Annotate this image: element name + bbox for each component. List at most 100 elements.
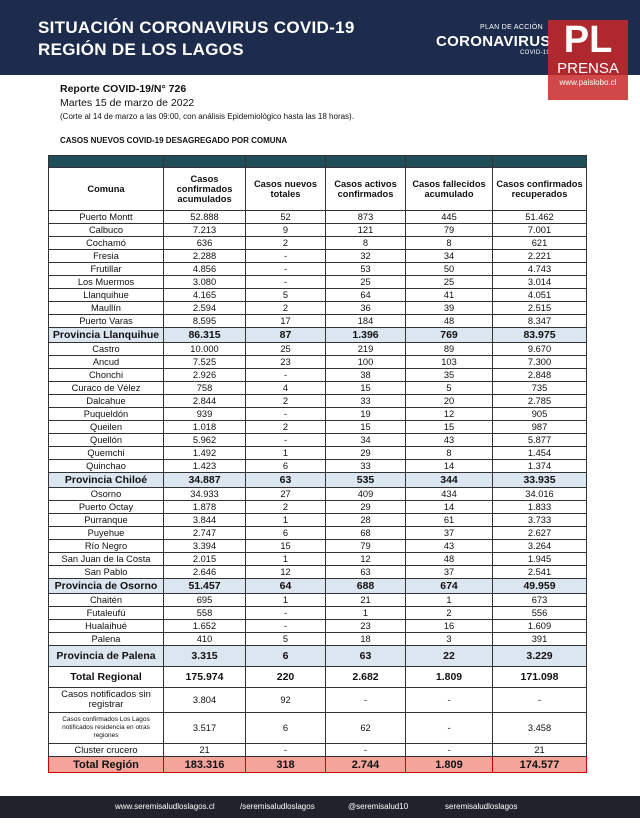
cell: 2 xyxy=(245,500,326,514)
cell: - xyxy=(405,743,493,757)
cell: 1.423 xyxy=(163,459,246,473)
cell: 1.018 xyxy=(163,420,246,434)
cell: 2.848 xyxy=(492,368,587,382)
cell: 556 xyxy=(492,606,587,620)
cell: 7.300 xyxy=(492,355,587,369)
data-row: Ancud 7.525 23 100 103 7.300 xyxy=(48,355,587,369)
cell: 434 xyxy=(405,487,493,501)
cell: 4 xyxy=(245,381,326,395)
cell: 8 xyxy=(325,236,406,250)
report-date: Martes 15 de marzo de 2022 xyxy=(60,97,195,109)
cell: 87 xyxy=(245,327,326,343)
cell: 34.887 xyxy=(163,472,246,488)
cell: Purranque xyxy=(48,513,164,527)
cell: Llanquihue xyxy=(48,288,164,302)
cell: 7.525 xyxy=(163,355,246,369)
cell: 688 xyxy=(325,578,406,594)
cell: 103 xyxy=(405,355,493,369)
cell: 695 xyxy=(163,593,246,607)
cell: Hualaihué xyxy=(48,619,164,633)
cell: - xyxy=(245,606,326,620)
data-row: Puerto Octay 1.878 2 29 14 1.833 xyxy=(48,500,587,514)
cell: 21 xyxy=(163,743,246,757)
cell: Quellón xyxy=(48,433,164,447)
cell: 2.844 xyxy=(163,394,246,408)
data-row: Chonchi 2.926-38 35 2.848 xyxy=(48,368,587,382)
cell: 1.609 xyxy=(492,619,587,633)
cell: 52 xyxy=(245,210,326,224)
cell: 1.878 xyxy=(163,500,246,514)
subtitle: REGIÓN DE LOS LAGOS xyxy=(38,40,244,59)
cell: 318 xyxy=(245,756,326,773)
cell xyxy=(405,155,493,168)
cell: 410 xyxy=(163,632,246,646)
cell: 1.454 xyxy=(492,446,587,460)
wm-name: PRENSA xyxy=(557,60,619,77)
cell: 2.288 xyxy=(163,249,246,263)
cell: Puqueldón xyxy=(48,407,164,421)
cell: 673 xyxy=(492,593,587,607)
cell: 558 xyxy=(163,606,246,620)
cell: Chonchi xyxy=(48,368,164,382)
cell: 3.844 xyxy=(163,513,246,527)
data-row: San Pablo 2.646 12 63 37 2.541 xyxy=(48,565,587,579)
cell: - xyxy=(245,619,326,633)
data-row: Queilen 1.018 2 15 15 987 xyxy=(48,420,587,434)
cell: 51.462 xyxy=(492,210,587,224)
cell: Futaleufú xyxy=(48,606,164,620)
cell: 28 xyxy=(325,513,406,527)
data-row: Dalcahue 2.844 2 33 20 2.785 xyxy=(48,394,587,408)
cell: 36 xyxy=(325,301,406,315)
cell: 1 xyxy=(245,446,326,460)
cell: 1.492 xyxy=(163,446,246,460)
cell: 2 xyxy=(245,236,326,250)
cell: 39 xyxy=(405,301,493,315)
cell: 674 xyxy=(405,578,493,594)
cell: Total Región xyxy=(48,756,164,773)
cell: 8.347 xyxy=(492,314,587,328)
data-row: Puyehue 2.747 6 68 37 2.627 xyxy=(48,526,587,540)
cell: 34 xyxy=(405,249,493,263)
cell: 3.014 xyxy=(492,275,587,289)
cell: 62 xyxy=(325,712,406,744)
cell: 37 xyxy=(405,565,493,579)
cell: 29 xyxy=(325,500,406,514)
title: SITUACIÓN CORONAVIRUS COVID-19 xyxy=(38,18,355,37)
data-row: Quinchao 1.423 6 33 14 1.374 xyxy=(48,459,587,473)
cell: 2 xyxy=(245,301,326,315)
cell: 184 xyxy=(325,314,406,328)
cell: 6 xyxy=(245,526,326,540)
header-band xyxy=(48,155,587,168)
cell: 1.809 xyxy=(405,666,493,688)
cell: 1 xyxy=(245,552,326,566)
cell: Provincia de Osorno xyxy=(48,578,164,594)
data-row: Calbuco 7.213 9 121 79 7.001 xyxy=(48,223,587,237)
cell: 43 xyxy=(405,433,493,447)
cell: 769 xyxy=(405,327,493,343)
report-number: Reporte COVID-19/N° 726 xyxy=(60,83,187,95)
data-row: Puerto Montt 52.888 52 873 445 51.462 xyxy=(48,210,587,224)
cell: 8 xyxy=(405,446,493,460)
cell: Puerto Octay xyxy=(48,500,164,514)
cell: 52.888 xyxy=(163,210,246,224)
cell: Queilen xyxy=(48,420,164,434)
cell: - xyxy=(245,743,326,757)
header-row: Comuna Casos confirmados acumulados Casos … xyxy=(48,167,587,211)
cell: 2.627 xyxy=(492,526,587,540)
cell: - xyxy=(245,407,326,421)
cell: 2.646 xyxy=(163,565,246,579)
cell: 1 xyxy=(405,593,493,607)
cell: - xyxy=(245,368,326,382)
cell: 445 xyxy=(405,210,493,224)
total-regional-row: Total Regional 175.974 220 2.682 1.809 171.09… xyxy=(48,666,587,688)
cell: 53 xyxy=(325,262,406,276)
cell: Comuna xyxy=(48,167,164,211)
cell: Provincia Llanquihue xyxy=(48,327,164,343)
cell: 43 xyxy=(405,539,493,553)
cell: 25 xyxy=(405,275,493,289)
cell: 3.804 xyxy=(163,687,246,713)
cell: 9 xyxy=(245,223,326,237)
cell: 2 xyxy=(405,606,493,620)
cell: Osorno xyxy=(48,487,164,501)
cell: 38 xyxy=(325,368,406,382)
